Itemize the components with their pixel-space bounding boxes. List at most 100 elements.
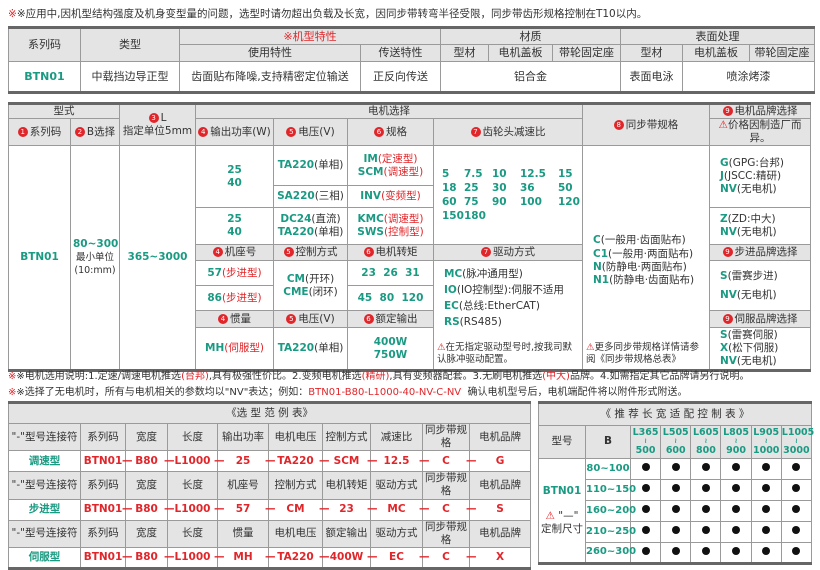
brand-code: Z xyxy=(720,213,728,226)
example-value-wrap: — L1000 xyxy=(164,551,215,564)
voltage-desc: (直流) xyxy=(311,213,341,226)
ratio-value: 30 xyxy=(492,181,507,194)
drive-desc: (脉冲通用型) xyxy=(462,268,523,281)
header-b-label: B选择 xyxy=(86,125,116,138)
fit-dot-icon xyxy=(732,463,741,472)
fit-cell xyxy=(750,479,782,501)
belt-options: C(一般用·齿面贴布) C1(一般用·两面贴布) N(防静电·两面贴布) N1(… xyxy=(582,145,710,373)
header-spec-label: 规格 xyxy=(386,125,407,138)
b-range-cell: 110~150 xyxy=(585,479,636,501)
brand-desc: (无电机) xyxy=(736,226,777,239)
brand-note-text: 价格因制造厂而异。 xyxy=(727,119,802,145)
header-pulley-seat: 带轮固定座 xyxy=(552,44,621,62)
brand-code: NV xyxy=(720,355,737,368)
belt-code: C1 xyxy=(593,247,609,260)
drive-desc: (总线:EtherCAT) xyxy=(458,299,540,312)
fit-cell xyxy=(780,521,813,543)
brand-desc: (GPG:台邦) xyxy=(728,157,784,170)
length-max: 1000 xyxy=(752,444,780,456)
header-torque: 6 电机转矩 xyxy=(347,244,434,262)
transfer-value: 正反向传送 xyxy=(360,61,441,94)
length-max: 800 xyxy=(695,444,716,456)
example-value-wrap: — 25 xyxy=(214,455,266,468)
fit-dot-icon xyxy=(701,505,710,514)
voltage-code: TA220 xyxy=(277,159,315,172)
voltage-servo: TA220(单相) xyxy=(273,327,348,373)
recommend-header-row: 型号 B L365 ≀ 500 L505 ≀ 600 L605 ≀ 800 L805 ≀ 900 L905 ≀… xyxy=(538,425,815,459)
brand-code: S xyxy=(720,269,728,282)
fit-dot-icon xyxy=(792,546,801,555)
connector-dash: — xyxy=(367,550,378,563)
header-torque-label: 电机转矩 xyxy=(375,246,418,259)
voltage-desc: (单相) xyxy=(314,342,344,355)
example-value: 400W xyxy=(329,550,364,563)
example-header-cell: 减速比 xyxy=(370,422,423,452)
length-max: 500 xyxy=(635,444,656,456)
fit-cell xyxy=(750,500,782,522)
fit-cell xyxy=(780,500,813,522)
control-desc: (开环) xyxy=(304,272,335,285)
num-1-icon: 1 xyxy=(17,126,28,137)
num-4-icon: 4 xyxy=(218,313,228,324)
header-length-range: L905 ≀ 1000 xyxy=(750,425,782,459)
brand-code: S xyxy=(720,329,728,342)
fit-cell xyxy=(660,500,692,522)
voltage-code: TA220 xyxy=(277,342,315,355)
motor-note: ※※电机选用说明:1.定速/调速电机推选(台邦),具有极强性价比。2.变频电机推… xyxy=(8,371,750,382)
header-length-label: L xyxy=(160,112,167,125)
voltage-desc: (单相) xyxy=(314,159,344,172)
brand-code: X xyxy=(720,342,729,355)
belt-code: N xyxy=(593,260,602,273)
spec-code: SWS xyxy=(357,226,384,239)
fit-cell xyxy=(660,458,692,480)
example-value-cell: — 12.5 xyxy=(367,450,423,473)
spec-desc: (控制型) xyxy=(384,226,424,239)
num-6-icon: 6 xyxy=(374,126,384,137)
example-value: B80 xyxy=(135,454,158,467)
belt-c: C(一般用·齿面贴布) xyxy=(593,234,707,247)
power-40: 40 xyxy=(227,226,242,239)
example-header-cell: 长度 xyxy=(167,519,218,548)
belt-note: ⚠更多同步带规格详情请参阅《同步带规格总表》 xyxy=(586,342,706,367)
example-header-cell: 系列码 xyxy=(80,471,126,500)
spec-kmc-sws: KMC(调速型) SWS(控制型) xyxy=(347,207,434,246)
series-code: BTN01 xyxy=(8,61,81,94)
example-value-cell: — 23 xyxy=(319,498,371,521)
header-voltage-servo-label: 电压(V) xyxy=(298,312,335,325)
connector-dash: — xyxy=(466,550,477,563)
example-value: L1000 xyxy=(174,502,211,515)
custom-mark-text: "—" xyxy=(558,509,579,522)
frame-86: 86(步进型) xyxy=(195,285,274,312)
fit-dot-icon xyxy=(701,484,710,493)
torque-57: 23 26 31 xyxy=(347,260,434,287)
example-value-cell: — TA220 xyxy=(265,450,323,473)
example-header-cell: 电机电压 xyxy=(268,519,323,548)
example-value: L1000 xyxy=(174,454,211,467)
range-sep: ≀ xyxy=(674,437,678,446)
b-unit-label: 最小单位 xyxy=(75,252,114,264)
ratio-value: 150 xyxy=(442,210,464,222)
frame-code: 86 xyxy=(207,291,222,304)
spec-table: 系列码 类型 ※机型特性 材质 表面处理 使用特性 传送特性 型材 电机盖板 带… xyxy=(8,26,816,94)
note-brand: (台邦) xyxy=(181,371,209,382)
fit-dot-icon xyxy=(732,546,741,555)
recommend-row: 110~150 xyxy=(539,479,813,501)
fit-dot-icon xyxy=(762,546,771,555)
custom-mark: ⚠ "—" xyxy=(541,510,583,523)
length-min: L1005 xyxy=(781,427,815,439)
header-features: ※机型特性 xyxy=(179,26,441,45)
drive-options: MC(脉冲通用型) IO(IO控制型):伺服不适用 EC(总线:EtherCAT… xyxy=(433,260,583,373)
example-value-wrap: — B80 xyxy=(122,551,165,564)
spec-inv: INV(变频型) xyxy=(347,185,434,209)
ratio-value: 180 xyxy=(464,210,486,222)
example-value-wrap: — C xyxy=(419,503,467,516)
header-rated: 6 额定输出 xyxy=(347,310,434,329)
header-brand: 9 电机品牌选择 xyxy=(709,101,811,120)
example-header-cell: 宽度 xyxy=(125,422,168,452)
recommend-row: BTN01 ⚠ "—" 定制尺寸 80~100 xyxy=(538,458,813,565)
control-code: CM xyxy=(286,272,305,285)
voltage-desc: (三相) xyxy=(314,190,344,203)
header-drive: 7 驱动方式 xyxy=(433,244,583,262)
example-header-cell: "-"型号连接符 xyxy=(8,471,81,500)
frame-57: 57(步进型) xyxy=(195,260,274,287)
